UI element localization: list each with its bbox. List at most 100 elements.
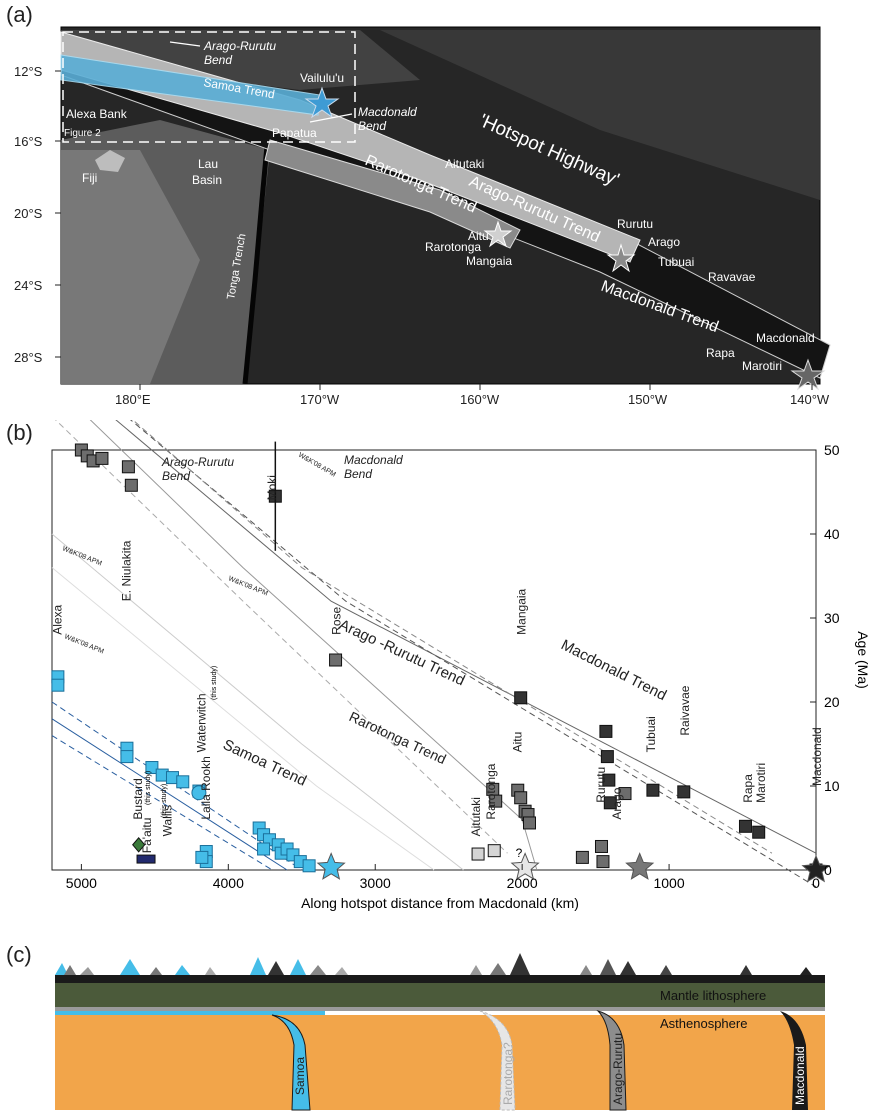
rarotonga-plume <box>479 1010 516 1111</box>
asthenosphere-layer <box>55 1015 825 1110</box>
point-arago-rurutu-17 <box>618 787 632 801</box>
point-samoa-1 <box>51 678 65 692</box>
point-macdonald-5 <box>603 796 617 810</box>
y-tick-label-2: 20 <box>824 694 840 710</box>
rarotonga-unknown-label: ? <box>516 846 523 860</box>
cross-section-panel: Mantle lithosphere Asthenosphere Samoa R… <box>55 953 825 1111</box>
samoa-hotspot-star <box>316 852 346 880</box>
y-tick-label-0: 0 <box>824 862 832 878</box>
lon-label-170: 170°W <box>300 392 340 407</box>
point-arago-rurutu-14 <box>575 850 589 864</box>
point-arago-rurutu-4 <box>121 460 135 474</box>
seamount-label-19: Macdonald <box>810 727 824 786</box>
seamount-label-10: Rarotonga <box>484 763 498 819</box>
macdonald-bend-label: Macdonald <box>358 105 417 119</box>
point-arago-rurutu-3 <box>95 451 109 465</box>
seamount-label-16: Raivavae <box>678 685 692 735</box>
seamount-label-11: Aitu <box>510 732 524 753</box>
panel-a-label: (a) <box>6 2 33 27</box>
seamount-label-15: Tubuai <box>644 716 658 752</box>
point-rarotonga-0 <box>471 847 485 861</box>
point-rarotonga-1 <box>487 844 501 858</box>
lon-label-160: 160°W <box>460 392 500 407</box>
point-samoa-4 <box>145 761 159 775</box>
point-arago-rurutu-16 <box>596 855 610 869</box>
faaitu-bar <box>136 854 156 864</box>
seamount-label-6: Fa'aitu <box>140 818 154 854</box>
point-arago-rurutu-15 <box>594 839 608 853</box>
lithosphere-base <box>55 1007 825 1011</box>
y-tick-label-5: 50 <box>824 442 840 458</box>
north-ridge-shading <box>61 30 420 90</box>
waterwitch-circle <box>191 785 207 801</box>
lon-label-150: 150°W <box>628 392 668 407</box>
point-samoa-16 <box>257 842 271 856</box>
seamount-label-7: Wallis <box>161 805 175 837</box>
apm-rarotonga-lower <box>51 567 435 871</box>
x-tick-label-5: 0 <box>812 875 820 891</box>
samoa-plume-label: Samoa <box>293 1057 307 1095</box>
vailulu-star <box>304 86 340 119</box>
apm-arago-center <box>89 420 538 871</box>
apm-macdonald-center <box>115 420 817 854</box>
bustard-diamond <box>132 837 146 853</box>
point-macdonald-8 <box>738 819 752 833</box>
seamount-label-1: E. Niulakita <box>119 540 133 601</box>
x-tick-label-1: 4000 <box>213 875 244 891</box>
map-panel: 12°S 16°S 20°S 24°S 28°S 180°E 170°W 160… <box>14 26 831 407</box>
point-macdonald-4 <box>602 773 616 787</box>
apm-samoa-center <box>51 718 288 871</box>
mantle-lithosphere-label: Mantle lithosphere <box>660 988 766 1003</box>
seamount-label-18: Marotiri <box>754 763 768 803</box>
apm-samoa-lower <box>51 735 273 871</box>
y-tick-label-3: 30 <box>824 610 840 626</box>
seamount-silhouettes <box>55 953 812 975</box>
point-macdonald-6 <box>646 783 660 797</box>
arago-bend-label2: Bend <box>162 469 190 483</box>
point-macdonald-1 <box>514 691 528 705</box>
tonga-trench <box>242 134 271 385</box>
point-macdonald-7 <box>677 785 691 799</box>
rurutu-label: Rurutu <box>617 217 653 231</box>
age-distance-chart: 5000 4000 3000 2000 1000 0 0 10 20 30 40 50 Along … <box>50 420 871 911</box>
arago-star <box>606 243 636 273</box>
seamount-label-5: Bustard <box>131 778 145 819</box>
tubuai-label: Tubuai <box>658 255 694 269</box>
point-macdonald-3 <box>600 750 614 764</box>
seamount-label-17: Rapa <box>741 774 755 803</box>
samoa-plume <box>271 1014 311 1111</box>
point-samoa-7 <box>176 775 190 789</box>
point-arago-rurutu-13 <box>523 816 536 830</box>
asthenosphere-label: Asthenosphere <box>660 1016 747 1031</box>
macdonald-label: Macdonald <box>756 331 815 345</box>
rarotonga-plume-label: Rarotonga? <box>501 1042 515 1105</box>
macdonald-plume-label: Macdonald <box>793 1046 807 1105</box>
macdonald-star <box>790 358 826 391</box>
rarotonga-label: Rarotonga <box>425 240 481 254</box>
y-tick-label-1: 10 <box>824 778 840 794</box>
arago-rurutu-plume <box>596 1010 627 1111</box>
arago-hotspot-star <box>625 852 655 880</box>
samoa-channel <box>55 1011 325 1015</box>
aitu-label: Aitu <box>468 229 489 243</box>
samoa-trend-band <box>60 54 321 116</box>
figure2-box <box>62 31 356 143</box>
lau-basin-label: Lau <box>198 157 218 171</box>
seamount-label-13: Rurutu <box>594 767 608 803</box>
seamount-label-14: Arago <box>610 787 624 819</box>
papatua-label: Papatua <box>272 126 317 140</box>
lat-label-28: 28°S <box>14 350 43 365</box>
y-axis-label: Age (Ma) <box>855 631 871 689</box>
point-samoa-21 <box>302 859 316 873</box>
rarotonga-star <box>483 220 513 248</box>
apm-arago-lower <box>55 420 508 854</box>
panel-c-label: (c) <box>6 942 32 967</box>
this-study-waterwitch: (this study) <box>211 666 218 700</box>
x-tick-label-3: 2000 <box>507 875 538 891</box>
arago-label: Arago <box>648 235 680 249</box>
lon-label-140: 140°W <box>790 392 830 407</box>
seafloor-crust <box>55 975 825 983</box>
arago-rurutu-plume-label: Arago-Rurutu <box>611 1033 625 1105</box>
lon-label-180: 180°E <box>115 392 151 407</box>
x-axis-label: Along hotspot distance from Macdonald (k… <box>301 895 579 911</box>
